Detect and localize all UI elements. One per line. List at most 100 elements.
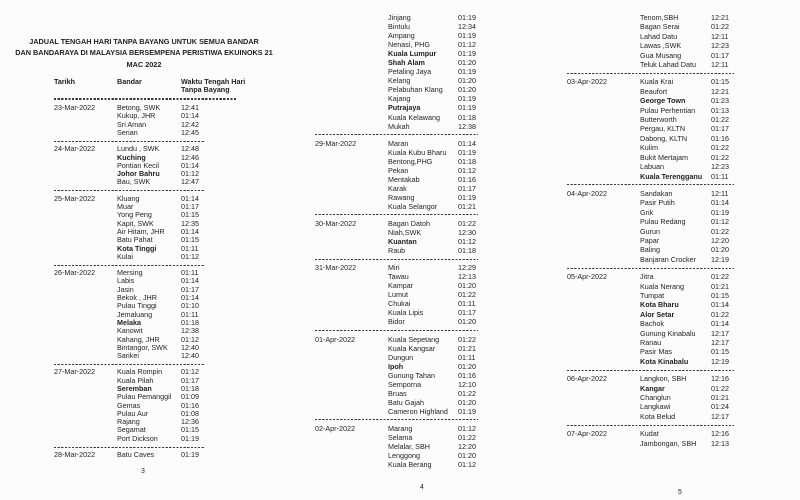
city-cell: Kota Belud	[640, 411, 676, 421]
schedule-row: Sandakan 12:11	[640, 189, 742, 198]
city-cell: Bintulu	[388, 22, 410, 32]
city-cell: Changlun	[640, 393, 671, 403]
date-cell: 01-Apr-2022	[315, 334, 355, 344]
city-cell: Gunung Tahan	[388, 370, 436, 380]
schedule-row: Air Hitam, JHR 01:14	[117, 227, 236, 236]
city-cell: Pergau, KLTN	[640, 124, 686, 134]
date-cell: 26-Mar-2022	[54, 268, 96, 278]
group-separator	[315, 134, 478, 136]
date-cell: 28-Mar-2022	[54, 450, 96, 460]
date-cell: 31-Mar-2022	[315, 263, 357, 273]
schedule-row: Jitra 01:22	[640, 272, 742, 281]
city-cell: Putrajaya	[388, 103, 421, 113]
time-cell: 01:20	[458, 317, 476, 327]
time-cell: 01:21	[458, 201, 476, 211]
schedule-row: Rawang 01:19	[388, 193, 490, 202]
city-cell: Mersing	[117, 268, 143, 278]
date-group: 23-Mar-2022 Betong, SWK 12:41 Kukup, JHR 01:…	[54, 103, 236, 137]
group-separator	[315, 214, 478, 216]
time-cell: 12:38	[458, 121, 476, 131]
schedule-row: Ampang 01:19	[388, 31, 490, 40]
schedule-row: Kapit, SWK 12:35	[117, 219, 236, 228]
schedule-row: Chukai 01:11	[388, 299, 490, 308]
group-separator	[54, 140, 204, 142]
city-cell: Beaufort	[640, 86, 668, 96]
schedule-row: Bukit Mertajam 01:22	[640, 153, 742, 162]
time-cell: 01:17	[181, 375, 199, 385]
schedule-row: Pulau Perhentian 01:13	[640, 106, 742, 115]
time-cell: 12:47	[181, 177, 199, 187]
schedule-row: Seremban 01:18	[117, 384, 236, 393]
time-cell: 01:14	[181, 293, 199, 303]
time-cell: 01:18	[458, 246, 476, 256]
schedule-row: Kuching 12:46	[117, 153, 236, 162]
time-cell: 01:15	[711, 290, 729, 300]
schedule-groups: 23-Mar-2022 Betong, SWK 12:41 Kukup, JHR 01:…	[54, 103, 236, 460]
date-cell: 06-Apr-2022	[567, 374, 607, 384]
city-cell: Kuala Selangor	[388, 201, 438, 211]
time-cell: 12:10	[458, 379, 476, 389]
group-separator	[315, 258, 478, 260]
time-cell: 01:12	[181, 367, 199, 377]
city-cell: Nenasi, PHG	[388, 40, 430, 50]
city-cell: Lumut	[388, 290, 408, 300]
city-cell: Lawas ,SWK	[640, 41, 682, 51]
page-column-4: Jinjang 01:19 Bintulu 12:34 Ampang 01:19 Nenas…	[315, 13, 490, 469]
city-cell: Kelang	[388, 76, 411, 86]
group-separator	[567, 369, 734, 371]
city-cell: Langkawi	[640, 402, 671, 412]
time-cell: 01:20	[458, 76, 476, 86]
schedule-row: Mukah 12:38	[388, 122, 490, 131]
time-cell: 01:20	[458, 281, 476, 291]
city-cell: Kuala Nerang	[640, 281, 684, 291]
time-cell: 01:15	[181, 235, 199, 245]
date-cell: 07-Apr-2022	[567, 429, 607, 439]
schedule-row: Pontian Kecil 01:14	[117, 161, 236, 170]
table-header-row: Tarikh Bandar Waktu Tengah Hari Tanpa Ba…	[54, 77, 245, 95]
city-cell: Raub	[388, 246, 406, 256]
city-cell: Kahang, JHR	[117, 334, 160, 344]
schedule-row: Kuala Krai 01:15	[640, 77, 742, 86]
schedule-row: Pulau Aur 01:08	[117, 408, 236, 418]
time-cell: 12:11	[711, 188, 729, 198]
schedule-row: Lenggong 01:20	[388, 451, 490, 460]
city-cell: Kuala Pilah	[117, 375, 154, 385]
schedule-row: Yong Peng 01:15	[117, 210, 236, 220]
time-cell: 12:34	[458, 22, 476, 32]
group-separator	[54, 190, 204, 192]
city-cell: Petaling Jaya	[388, 67, 432, 77]
time-cell: 01:12	[458, 423, 476, 433]
time-cell: 01:20	[458, 451, 476, 461]
city-cell: Pulau Aur	[117, 408, 149, 418]
city-cell: Shah Alam	[388, 58, 425, 68]
time-cell: 01:16	[181, 400, 199, 410]
schedule-row: Banjaran Crocker 12:19	[640, 255, 742, 264]
group-separator	[567, 184, 734, 186]
time-cell: 01:19	[458, 147, 476, 157]
schedule-row: Bachok 01:14	[640, 319, 742, 328]
time-cell: 01:16	[458, 370, 476, 380]
city-cell: Bachok	[640, 319, 664, 329]
time-cell: 01:17	[711, 124, 729, 134]
group-separator	[315, 330, 478, 331]
time-cell: 01:20	[458, 397, 476, 407]
city-cell: Ranau	[640, 338, 662, 347]
time-cell: 01:15	[181, 210, 199, 220]
time-cell: 12:38	[181, 326, 199, 336]
schedule-row: Bekok , JHR 01:14	[117, 293, 236, 303]
schedule-row: Langkawi 01:24	[640, 402, 742, 411]
schedule-row: Langkon, SBH 12:16	[640, 374, 742, 383]
city-cell: Kukup, JHR	[117, 111, 156, 121]
city-cell: Kuala Lipis	[388, 308, 424, 318]
city-cell: Bintangor, SWK	[117, 342, 168, 352]
schedule-row: Kuala Pilah 01:17	[117, 375, 236, 385]
schedule-row: Bagan Datoh 01:22	[388, 219, 490, 228]
schedule-row: Kuantan 01:12	[388, 237, 490, 246]
time-cell: 12:20	[711, 235, 729, 245]
city-cell: Selama	[388, 432, 413, 442]
schedule-row: Kuala Kangsar 01:21	[388, 344, 490, 353]
city-cell: Tawau	[388, 272, 409, 282]
schedule-row: Kota Bharu 01:14	[640, 300, 742, 309]
group-separator	[315, 419, 478, 421]
schedule-row: Kota Kinabalu 12:19	[640, 357, 742, 366]
